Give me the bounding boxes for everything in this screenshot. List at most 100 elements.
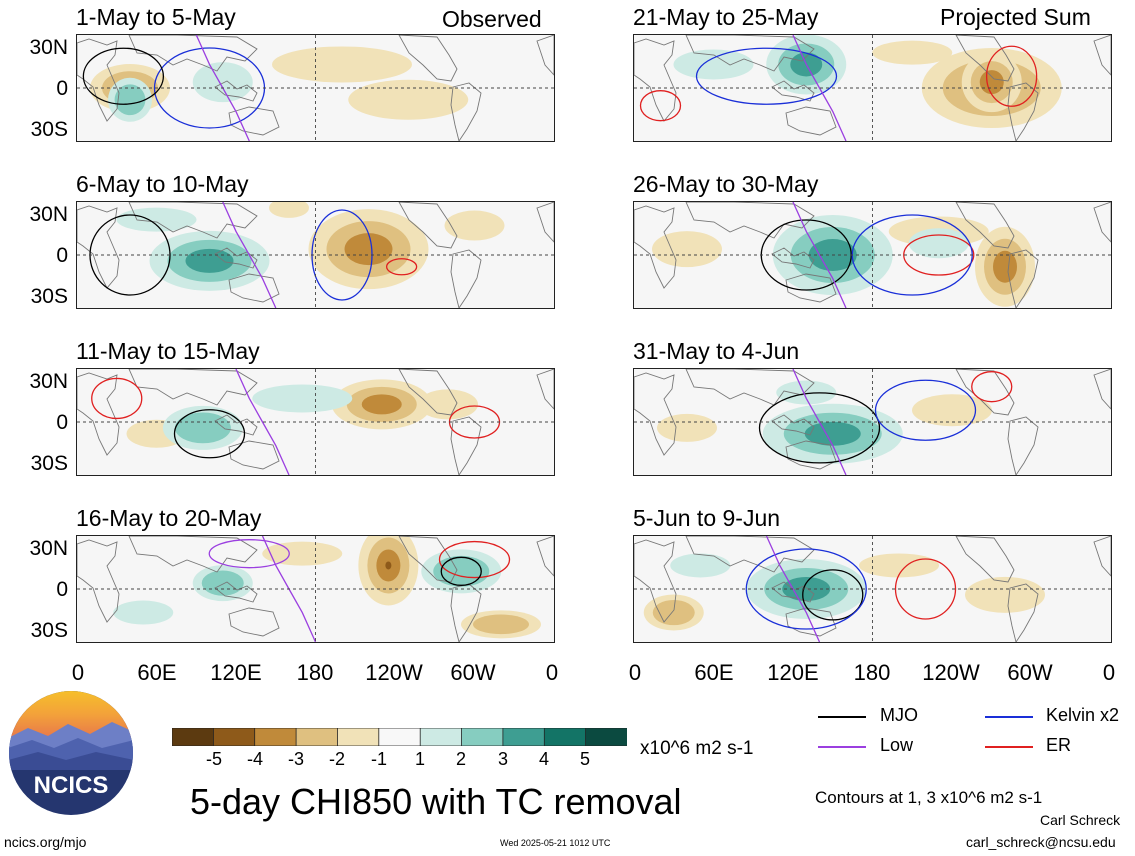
contour-2 — [208, 539, 290, 569]
neg-anomaly-1-l2 — [979, 70, 1004, 95]
xtick-l-0b: 0 — [545, 660, 559, 685]
coastline-2 — [214, 581, 258, 603]
pos-anomaly-1-l0 — [670, 553, 731, 578]
contour-2 — [745, 548, 867, 630]
colorbar-swatch-2 — [254, 727, 297, 747]
coastline-1 — [128, 202, 258, 239]
panel-title-4: 16-May to 20-May — [76, 505, 262, 531]
observed-label: Observed — [442, 6, 542, 32]
map-panel-8 — [633, 535, 1112, 643]
pos-anomaly-1-l0 — [252, 384, 353, 413]
coastline-3 — [228, 607, 280, 637]
pos-anomaly-1-l0 — [908, 228, 969, 259]
neg-anomaly-1-l0 — [912, 394, 992, 427]
contour-1 — [440, 556, 482, 586]
colorbar-swatch-1 — [213, 727, 256, 747]
contour-0 — [802, 569, 864, 621]
colorbar-swatch-3 — [295, 727, 339, 747]
cb-label-p1: 1 — [414, 749, 425, 769]
colorbar-swatch-4 — [337, 727, 380, 747]
contour-0 — [985, 45, 1038, 107]
colorbar — [171, 727, 628, 747]
coastline-6 — [1093, 35, 1111, 76]
neg-anomaly-2-l0 — [444, 210, 505, 241]
projected-sum-label: Projected Sum — [940, 4, 1091, 30]
logo-text: NCICS — [34, 772, 109, 799]
cb-label-p3: 3 — [497, 749, 508, 769]
xtick-r-180: 180 — [853, 660, 891, 685]
contours-note: Contours at 1, 3 x10^6 m2 s-1 — [815, 788, 1043, 807]
ytick-30s-p4: 30S — [30, 619, 68, 642]
map-svg-1 — [77, 35, 554, 141]
neg-anomaly-0-l0 — [657, 413, 717, 442]
coastline-3 — [785, 106, 837, 136]
coastline-0 — [634, 205, 677, 289]
ytick-0-p1: 0 — [56, 77, 68, 100]
colorbar-units: x10^6 m2 s-1 — [640, 738, 754, 759]
legend-low-label: Low — [880, 735, 914, 755]
coastline-2 — [771, 581, 815, 603]
pos-anomaly-1-l0 — [116, 207, 197, 232]
ytick-30n-p2: 30N — [29, 203, 68, 226]
coastline-5 — [1007, 583, 1039, 642]
xtick-l-180: 180 — [296, 660, 334, 685]
pos-anomaly-1-l0 — [192, 62, 253, 103]
panel-title-2: 6-May to 10-May — [76, 171, 249, 197]
coastline-0 — [77, 539, 120, 623]
neg-anomaly-0-l3 — [385, 561, 392, 570]
neg-anomaly-1-l0 — [262, 541, 343, 566]
pos-anomaly-0-l2 — [782, 577, 831, 601]
map-svg-4 — [77, 536, 554, 642]
colorbar-swatch-7 — [461, 727, 504, 747]
xtick-l-120w: 120W — [365, 660, 423, 685]
coastline-1 — [685, 536, 815, 573]
coastline-5 — [450, 82, 482, 141]
neg-anomaly-0-l1 — [652, 599, 695, 626]
map-svg-2 — [77, 202, 554, 308]
pos-anomaly-1-l0 — [776, 380, 837, 405]
ytick-0-p4: 0 — [56, 578, 68, 601]
coastline-6 — [1093, 369, 1111, 410]
ytick-30n-p1: 30N — [29, 36, 68, 59]
panel-title-5: 21-May to 25-May — [633, 4, 819, 30]
colorbar-svg — [171, 727, 628, 747]
pos-anomaly-0-l1 — [201, 570, 244, 596]
contour-1 — [639, 90, 682, 122]
legend-er-label: ER — [1046, 735, 1072, 755]
panel-title-1: 1-May to 5-May — [76, 4, 236, 30]
coastline-2 — [214, 247, 258, 269]
coastline-6 — [536, 35, 554, 76]
low-contour-0 — [792, 35, 847, 141]
xtick-l-60e: 60E — [137, 660, 177, 685]
timestamp: Wed 2025-05-21 1012 UTC — [500, 838, 611, 848]
coastline-6 — [1093, 202, 1111, 243]
coastline-5 — [1007, 82, 1039, 141]
coastline-2 — [771, 247, 815, 269]
colorbar-swatch-8 — [502, 727, 546, 747]
neg-anomaly-0-l2 — [361, 394, 402, 415]
coastline-2 — [214, 414, 258, 436]
xtick-l-120e: 120E — [210, 660, 262, 685]
contour-0 — [173, 409, 246, 459]
author: Carl Schreck — [1040, 812, 1121, 828]
coastline-1 — [128, 536, 258, 573]
cb-label-p4: 4 — [538, 749, 549, 769]
map-panel-4 — [76, 535, 555, 643]
coastline-5 — [1007, 249, 1039, 308]
map-panel-7 — [633, 368, 1112, 476]
contour-0 — [438, 540, 511, 579]
cb-label-p2: 2 — [455, 749, 466, 769]
site-link[interactable]: ncics.org/mjo — [4, 834, 87, 850]
map-svg-8 — [634, 536, 1111, 642]
contour-1 — [903, 234, 975, 276]
legend-mjo-label: MJO — [880, 705, 918, 725]
pos-anomaly-0-l1 — [114, 84, 146, 116]
contour-2 — [695, 47, 838, 105]
xtick-r-60w: 60W — [1007, 660, 1053, 685]
map-svg-6 — [634, 202, 1111, 308]
coastline-5 — [450, 416, 482, 475]
contour-1 — [385, 258, 418, 276]
coastline-5 — [450, 583, 482, 642]
figure-title: 5-day CHI850 with TC removal — [190, 781, 682, 822]
colorbar-swatch-10 — [585, 727, 628, 747]
